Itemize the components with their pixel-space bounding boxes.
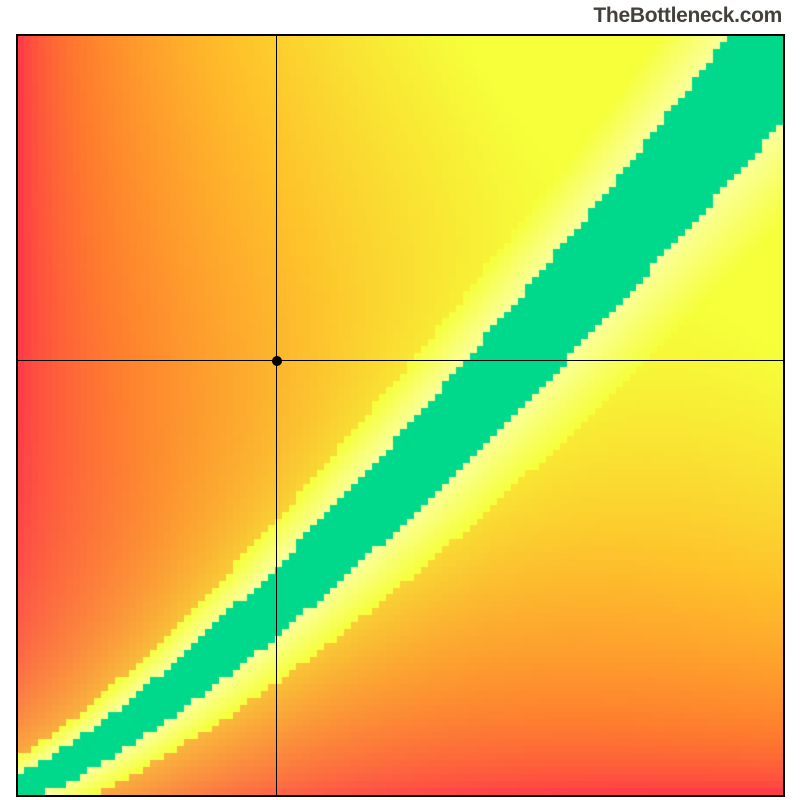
watermark-text: TheBottleneck.com [593, 4, 782, 28]
chart-container: TheBottleneck.com [0, 0, 800, 800]
crosshair-vertical [276, 36, 277, 795]
crosshair-horizontal [18, 360, 783, 361]
data-point-marker [272, 356, 282, 366]
heatmap-canvas [18, 36, 783, 795]
